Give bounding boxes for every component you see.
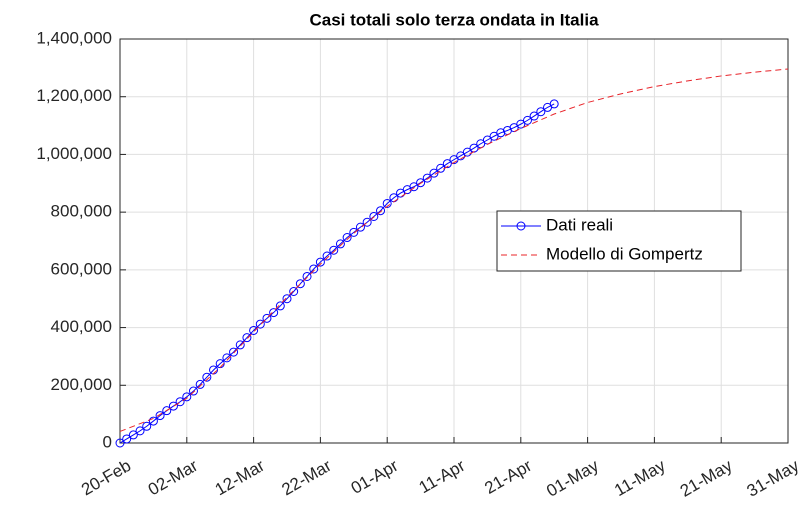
y-tick-label: 400,000 xyxy=(51,317,112,336)
legend-label: Dati reali xyxy=(546,215,613,234)
x-tick-label: 02-Mar xyxy=(145,456,201,500)
data-point xyxy=(275,301,285,311)
data-point xyxy=(496,128,506,138)
data-point xyxy=(122,434,132,444)
series-line xyxy=(119,103,555,444)
data-point xyxy=(529,111,539,121)
data-point xyxy=(516,119,526,129)
data-point xyxy=(369,211,379,221)
data-point xyxy=(289,287,299,296)
data-point xyxy=(335,239,345,249)
data-point xyxy=(522,115,532,125)
data-point xyxy=(182,392,192,402)
data-point xyxy=(175,397,185,407)
data-point xyxy=(188,386,198,396)
data-point xyxy=(429,168,439,178)
data-point xyxy=(282,294,292,304)
data-point xyxy=(409,182,419,192)
data-point xyxy=(456,151,466,161)
data-point xyxy=(255,319,265,329)
data-point xyxy=(449,155,459,165)
legend-marker xyxy=(516,221,526,231)
data-point xyxy=(329,245,339,255)
data-point xyxy=(229,347,239,357)
x-tick-label: 20-Feb xyxy=(78,456,134,499)
y-tick-label: 1,000,000 xyxy=(36,144,112,163)
x-tick-label: 11-Apr xyxy=(416,456,469,498)
data-point xyxy=(302,271,312,281)
data-point xyxy=(422,173,432,183)
data-point xyxy=(249,325,259,335)
x-tick-label: 21-Apr xyxy=(481,456,535,498)
legend-label: Modello di Gompertz xyxy=(546,244,703,263)
data-point xyxy=(162,406,172,416)
legend-box xyxy=(496,210,742,272)
x-tick-label: 11-May xyxy=(611,456,669,500)
plot-frame xyxy=(119,38,789,444)
x-tick-label: 21-May xyxy=(677,456,736,501)
data-point xyxy=(262,313,272,323)
data-point xyxy=(222,353,232,363)
x-tick-label: 22-Mar xyxy=(278,456,334,500)
data-point xyxy=(128,430,138,440)
y-tick-label: 0 xyxy=(103,432,112,451)
data-point xyxy=(269,308,279,318)
x-tick-label: 12-Mar xyxy=(212,456,268,500)
data-point xyxy=(549,99,559,109)
data-point xyxy=(462,147,472,157)
data-point xyxy=(148,416,158,426)
data-point xyxy=(376,206,386,216)
y-tick-label: 200,000 xyxy=(51,375,112,394)
data-point xyxy=(315,257,325,267)
data-point xyxy=(382,198,392,208)
data-point xyxy=(115,438,125,448)
data-point xyxy=(195,379,205,389)
data-point xyxy=(322,251,332,261)
data-point xyxy=(202,372,212,382)
data-point xyxy=(442,159,452,169)
y-tick-label: 1,400,000 xyxy=(36,28,112,47)
data-point xyxy=(235,340,245,350)
data-point xyxy=(362,217,372,227)
data-point xyxy=(242,333,252,343)
x-tick-label: 31-May xyxy=(744,456,798,501)
data-point xyxy=(355,222,365,232)
data-point xyxy=(142,421,152,431)
data-point xyxy=(135,426,145,436)
data-point xyxy=(536,107,546,117)
y-tick-label: 1,200,000 xyxy=(36,86,112,105)
data-point xyxy=(342,233,352,243)
series-line xyxy=(119,68,789,432)
data-point xyxy=(309,264,319,274)
data-point xyxy=(349,227,359,237)
data-point xyxy=(416,178,426,188)
x-tick-label: 01-May xyxy=(543,456,602,501)
y-tick-label: 800,000 xyxy=(51,202,112,221)
data-point xyxy=(168,401,178,411)
data-point xyxy=(295,279,305,289)
data-point xyxy=(155,411,165,421)
chart-title: Casi totali solo terza ondata in Italia xyxy=(309,10,599,29)
y-tick-label: 600,000 xyxy=(51,259,112,278)
x-tick-label: 01-Apr xyxy=(348,456,402,498)
